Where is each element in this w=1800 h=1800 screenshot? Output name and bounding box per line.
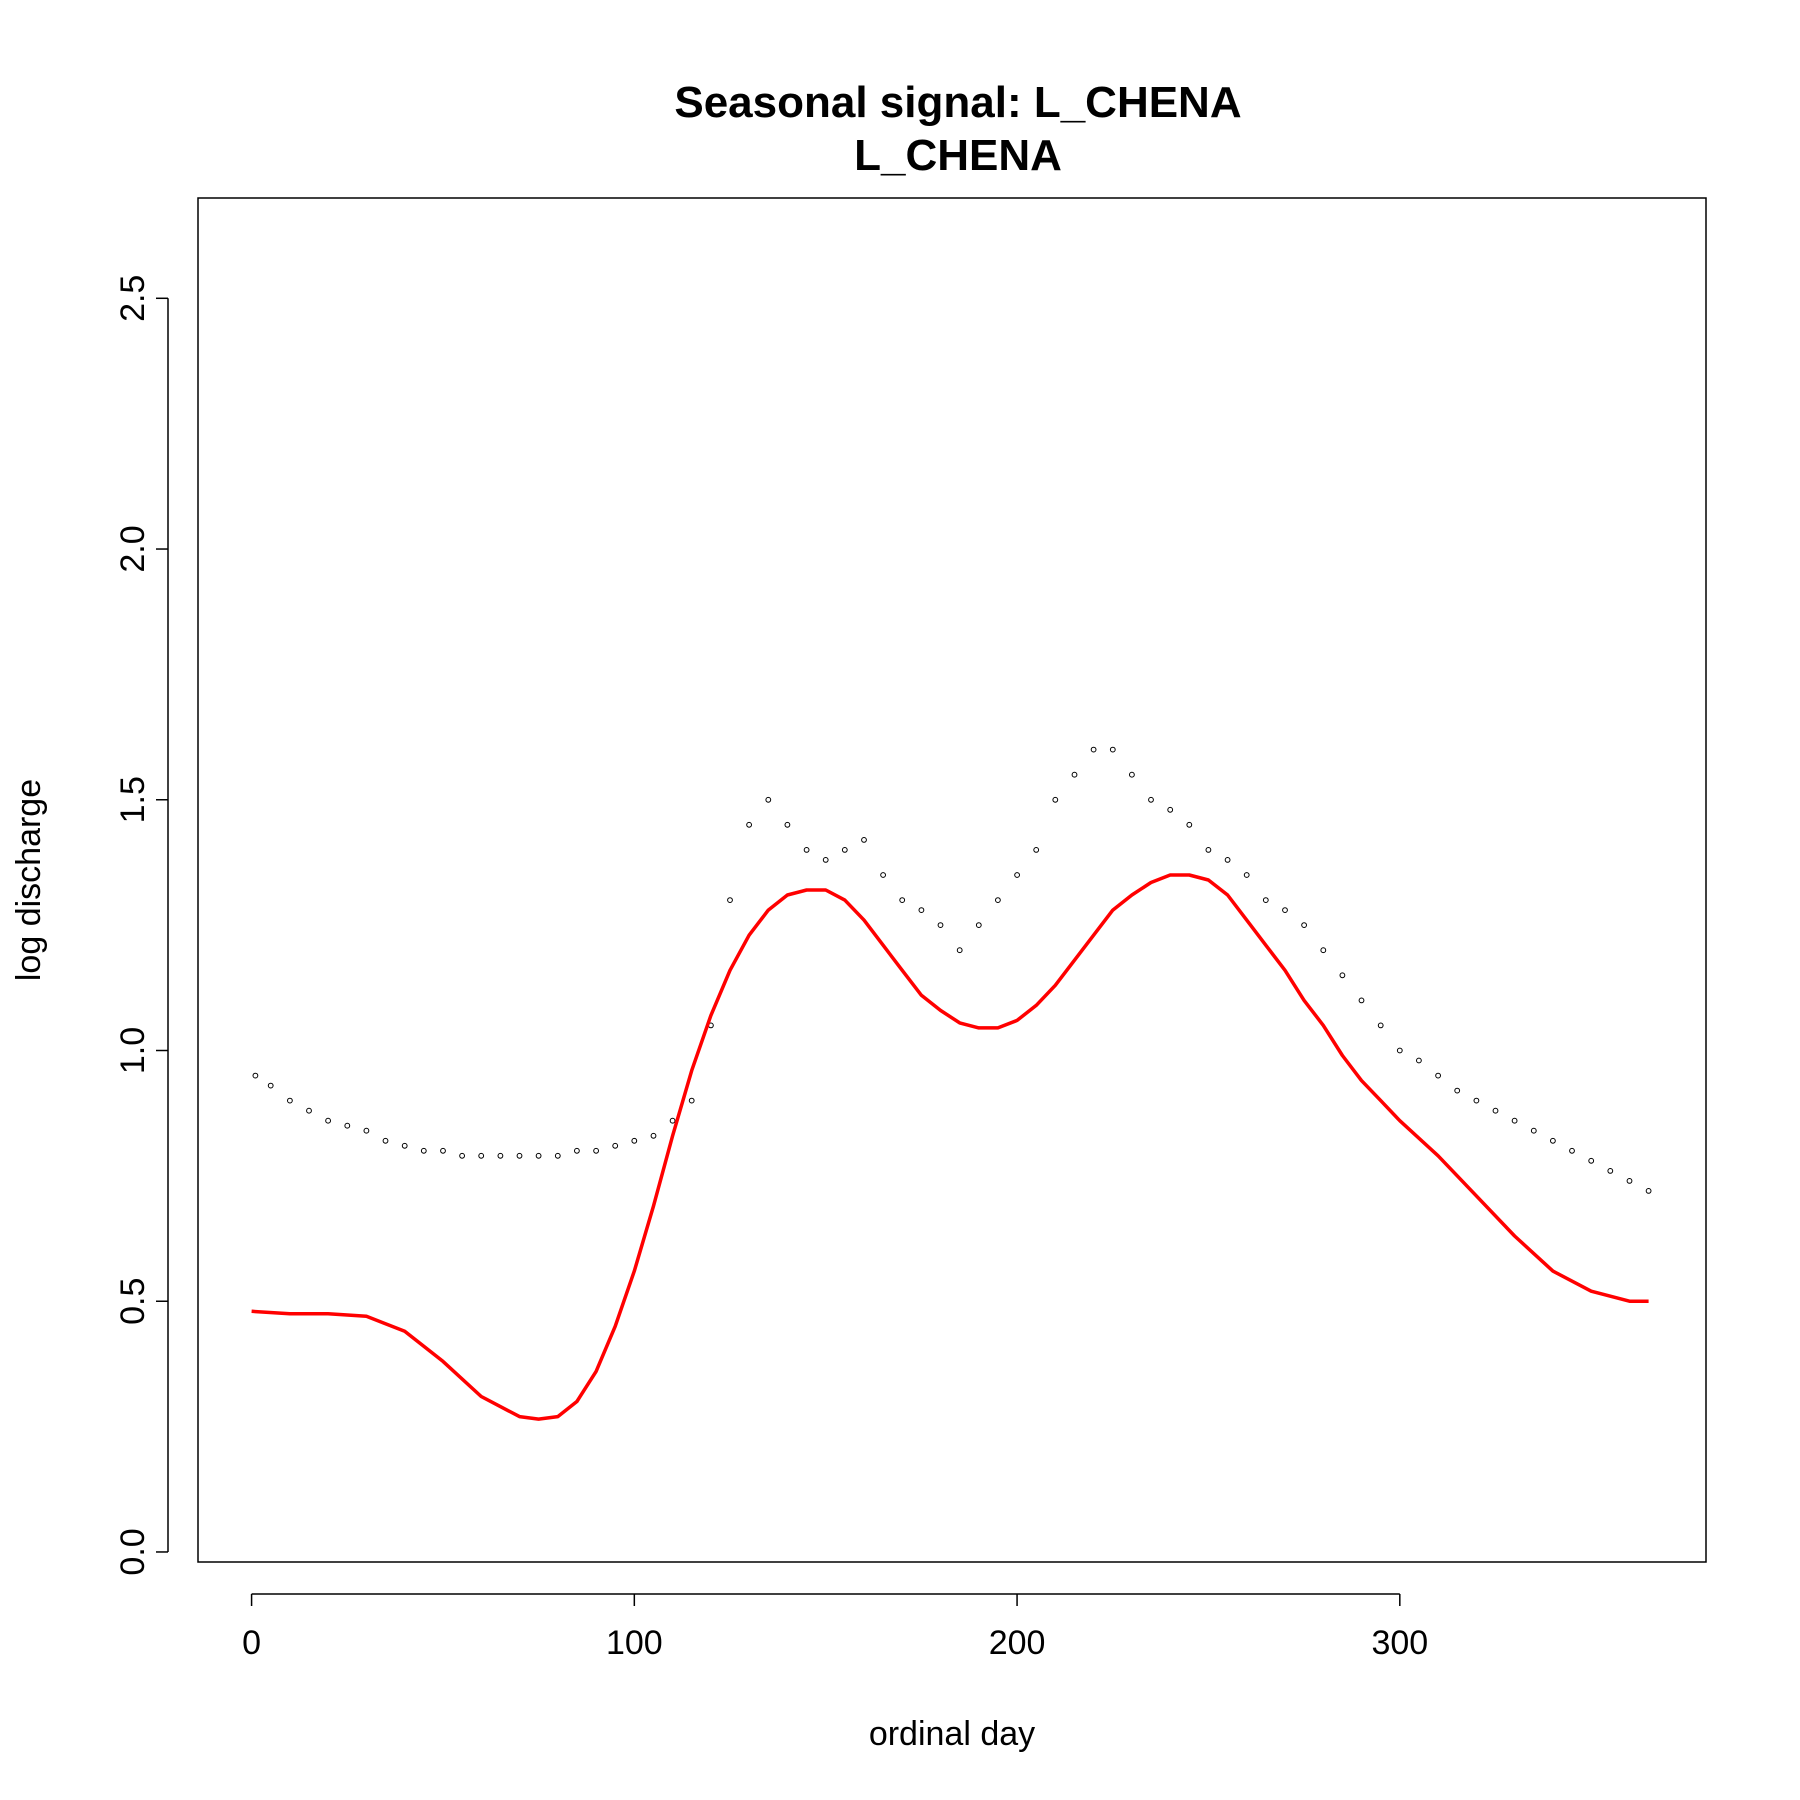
y-tick-label: 2.0 xyxy=(114,525,152,572)
data-point xyxy=(765,796,772,803)
data-point xyxy=(1109,746,1116,753)
data-point xyxy=(1511,1117,1518,1124)
data-point xyxy=(252,1072,259,1079)
data-point xyxy=(899,897,906,903)
data-point xyxy=(861,837,867,843)
data-point xyxy=(1262,897,1269,903)
data-point xyxy=(382,1137,389,1144)
data-point xyxy=(1205,847,1212,853)
data-point xyxy=(1626,1178,1633,1184)
data-point xyxy=(363,1127,370,1134)
data-point xyxy=(1071,771,1078,778)
data-point xyxy=(956,947,963,954)
data-point xyxy=(803,847,810,853)
data-point xyxy=(1396,1047,1403,1054)
data-point xyxy=(401,1142,408,1149)
data-point xyxy=(287,1097,293,1104)
data-point xyxy=(822,857,829,863)
data-point xyxy=(995,897,1001,903)
data-point xyxy=(1052,796,1059,803)
data-point xyxy=(1339,972,1346,979)
data-point xyxy=(1492,1107,1499,1114)
x-axis-label: ordinal day xyxy=(869,1715,1035,1753)
data-point xyxy=(1148,796,1154,803)
data-point xyxy=(1224,857,1231,863)
fit-line-layer xyxy=(251,873,1649,1421)
x-tick-label: 300 xyxy=(1371,1624,1428,1662)
data-point xyxy=(746,821,752,828)
y-tick-label: 0.5 xyxy=(114,1278,152,1325)
points-layer xyxy=(252,746,1652,1194)
data-point xyxy=(784,821,791,828)
data-point xyxy=(1167,806,1174,813)
data-point xyxy=(440,1147,446,1154)
data-point xyxy=(918,907,925,913)
data-point xyxy=(1186,821,1193,828)
x-tick-label: 0 xyxy=(242,1624,261,1662)
data-point xyxy=(1358,997,1365,1004)
y-axis-label: log discharge xyxy=(10,779,48,981)
data-point xyxy=(478,1152,485,1159)
plot-frame xyxy=(197,197,1707,1563)
data-point xyxy=(1645,1188,1652,1194)
chart-title: Seasonal signal: L_CHENA xyxy=(674,78,1241,127)
data-point xyxy=(727,897,733,903)
data-point xyxy=(1530,1127,1537,1134)
data-point xyxy=(1473,1097,1480,1104)
data-point xyxy=(612,1142,619,1149)
data-point xyxy=(459,1152,466,1159)
data-point xyxy=(1607,1168,1614,1174)
y-tick-label: 2.5 xyxy=(114,275,152,322)
x-axis: 0 100 200 300 xyxy=(242,1593,1428,1662)
data-point xyxy=(1320,947,1327,954)
data-point xyxy=(593,1147,599,1154)
data-point xyxy=(1435,1072,1441,1079)
y-axis: 0.0 0.5 1.0 1.5 2.0 2.5 xyxy=(114,275,169,1576)
data-point xyxy=(1377,1022,1384,1029)
y-tick-label: 1.0 xyxy=(114,1027,152,1074)
data-point xyxy=(574,1147,580,1154)
data-point xyxy=(1014,872,1020,878)
data-point xyxy=(267,1082,274,1089)
x-tick-label: 200 xyxy=(989,1624,1046,1662)
data-point xyxy=(688,1097,695,1104)
data-point xyxy=(497,1152,504,1159)
data-point xyxy=(554,1152,561,1159)
data-point xyxy=(1588,1157,1595,1164)
data-point xyxy=(516,1152,523,1159)
data-point xyxy=(1090,746,1097,753)
data-point xyxy=(344,1122,351,1129)
data-point xyxy=(841,847,848,853)
data-point xyxy=(1569,1147,1575,1154)
data-point xyxy=(631,1137,638,1144)
data-point xyxy=(1243,872,1250,878)
data-point xyxy=(535,1152,542,1159)
data-point xyxy=(937,922,944,928)
y-tick-label: 1.5 xyxy=(114,776,152,823)
data-point xyxy=(1550,1137,1556,1144)
x-tick-label: 100 xyxy=(606,1624,663,1662)
data-point xyxy=(1454,1087,1461,1094)
data-point xyxy=(1033,847,1040,853)
seasonal-fit-line xyxy=(251,873,1649,1421)
data-point xyxy=(880,872,886,878)
y-tick-label: 0.0 xyxy=(114,1528,152,1575)
data-point xyxy=(669,1117,676,1124)
data-point xyxy=(325,1117,332,1124)
data-point xyxy=(420,1147,427,1154)
data-point xyxy=(1301,922,1307,928)
data-point xyxy=(650,1132,657,1139)
data-point xyxy=(975,922,982,928)
chart-subtitle: L_CHENA xyxy=(854,131,1062,180)
data-point xyxy=(1129,771,1135,778)
data-point xyxy=(306,1107,312,1114)
data-point xyxy=(1282,907,1288,913)
data-point xyxy=(1416,1057,1422,1064)
